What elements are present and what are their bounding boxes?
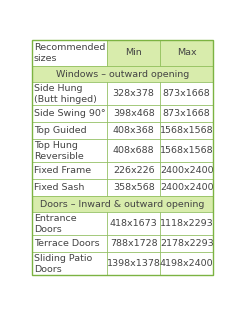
- Bar: [160, 235, 213, 252]
- Text: Terrace Doors: Terrace Doors: [34, 239, 100, 248]
- Text: Top Guided: Top Guided: [34, 126, 87, 135]
- Bar: [32, 179, 107, 196]
- Bar: [32, 40, 107, 66]
- Bar: [160, 212, 213, 235]
- Text: Fixed Frame: Fixed Frame: [34, 166, 91, 175]
- Text: 4198x2400: 4198x2400: [160, 259, 214, 268]
- Bar: [160, 82, 213, 105]
- Text: 1568x1568: 1568x1568: [160, 146, 214, 155]
- Bar: [107, 179, 160, 196]
- Text: 1118x2293: 1118x2293: [160, 219, 214, 228]
- Text: 328x378: 328x378: [113, 89, 155, 98]
- Bar: [160, 122, 213, 139]
- Bar: [160, 40, 213, 66]
- Text: Side Swing 90°: Side Swing 90°: [34, 109, 106, 118]
- Text: Top Hung
Reversible: Top Hung Reversible: [34, 140, 84, 161]
- Text: 398x468: 398x468: [113, 109, 155, 118]
- Bar: [32, 82, 107, 105]
- Text: 1568x1568: 1568x1568: [160, 126, 214, 135]
- Bar: [107, 122, 160, 139]
- Text: Min: Min: [125, 48, 142, 57]
- Bar: [107, 212, 160, 235]
- Text: Doors – Inward & outward opening: Doors – Inward & outward opening: [40, 200, 205, 208]
- Bar: [160, 105, 213, 122]
- Bar: [160, 179, 213, 196]
- Text: Sliding Patio
Doors: Sliding Patio Doors: [34, 254, 92, 274]
- Text: Entrance
Doors: Entrance Doors: [34, 214, 76, 234]
- Text: 2178x2293: 2178x2293: [160, 239, 214, 248]
- Text: 1398x1378: 1398x1378: [107, 259, 161, 268]
- Bar: [160, 162, 213, 179]
- Bar: [107, 162, 160, 179]
- Bar: [32, 139, 107, 162]
- Text: 873x1668: 873x1668: [163, 109, 211, 118]
- Bar: [107, 235, 160, 252]
- Bar: [32, 252, 107, 275]
- Text: 408x688: 408x688: [113, 146, 154, 155]
- Bar: [32, 105, 107, 122]
- Bar: [107, 82, 160, 105]
- Bar: [32, 162, 107, 179]
- Bar: [160, 139, 213, 162]
- Bar: [32, 122, 107, 139]
- Bar: [32, 235, 107, 252]
- Text: Max: Max: [177, 48, 196, 57]
- Text: Fixed Sash: Fixed Sash: [34, 183, 84, 192]
- Text: 408x368: 408x368: [113, 126, 155, 135]
- Text: 873x1668: 873x1668: [163, 89, 211, 98]
- Text: 788x1728: 788x1728: [110, 239, 158, 248]
- Bar: [107, 139, 160, 162]
- Text: Windows – outward opening: Windows – outward opening: [56, 70, 189, 79]
- Text: Side Hung
(Butt hinged): Side Hung (Butt hinged): [34, 84, 97, 104]
- Text: 2400x2400: 2400x2400: [160, 166, 214, 175]
- Text: 358x568: 358x568: [113, 183, 155, 192]
- Bar: [107, 252, 160, 275]
- Text: 2400x2400: 2400x2400: [160, 183, 214, 192]
- Text: Recommended
sizes: Recommended sizes: [34, 43, 105, 63]
- Bar: [32, 212, 107, 235]
- Bar: [160, 252, 213, 275]
- Bar: [32, 66, 213, 82]
- Bar: [107, 105, 160, 122]
- Bar: [107, 40, 160, 66]
- Text: 418x1673: 418x1673: [110, 219, 158, 228]
- Bar: [32, 196, 213, 212]
- Text: 226x226: 226x226: [113, 166, 154, 175]
